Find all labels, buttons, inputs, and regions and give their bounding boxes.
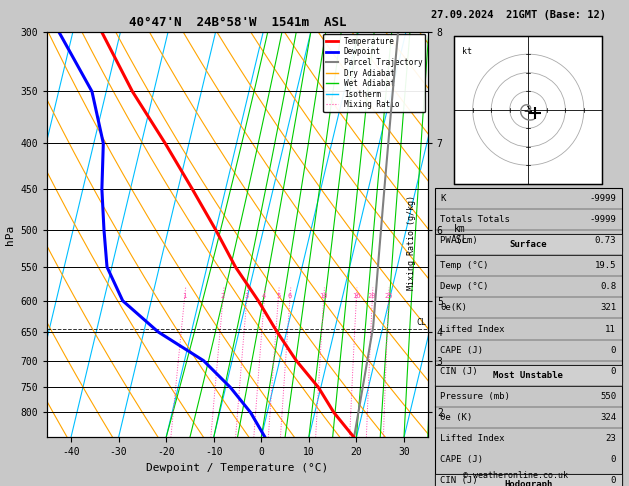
Text: -9999: -9999 bbox=[589, 215, 616, 224]
Text: CAPE (J): CAPE (J) bbox=[440, 346, 484, 355]
Text: θe(K): θe(K) bbox=[440, 303, 467, 312]
Bar bbox=[435, 365, 622, 486]
Text: 25: 25 bbox=[384, 293, 392, 299]
Title: 40°47'N  24B°58'W  1541m  ASL: 40°47'N 24B°58'W 1541m ASL bbox=[129, 16, 346, 29]
Text: 6: 6 bbox=[287, 293, 292, 299]
Text: 0.8: 0.8 bbox=[600, 282, 616, 291]
Text: CL: CL bbox=[417, 318, 427, 327]
Text: -9999: -9999 bbox=[589, 194, 616, 203]
Text: 0: 0 bbox=[611, 346, 616, 355]
Text: 2: 2 bbox=[221, 293, 225, 299]
Text: 10: 10 bbox=[320, 293, 328, 299]
Text: Totals Totals: Totals Totals bbox=[440, 215, 510, 224]
Text: 4: 4 bbox=[262, 293, 266, 299]
Text: 324: 324 bbox=[600, 413, 616, 422]
Text: 27.09.2024  21GMT (Base: 12): 27.09.2024 21GMT (Base: 12) bbox=[431, 10, 606, 20]
Bar bbox=[435, 365, 622, 386]
Text: 3: 3 bbox=[245, 293, 249, 299]
Text: CIN (J): CIN (J) bbox=[440, 476, 478, 486]
Text: 1: 1 bbox=[182, 293, 186, 299]
Text: CIN (J): CIN (J) bbox=[440, 367, 478, 376]
Text: CAPE (J): CAPE (J) bbox=[440, 455, 484, 464]
Text: 550: 550 bbox=[600, 392, 616, 401]
Text: Lifted Index: Lifted Index bbox=[440, 434, 505, 443]
Text: © weatheronline.co.uk: © weatheronline.co.uk bbox=[464, 471, 568, 480]
Text: 0: 0 bbox=[611, 455, 616, 464]
Text: Temp (°C): Temp (°C) bbox=[440, 261, 489, 270]
Text: 0: 0 bbox=[611, 367, 616, 376]
Text: Surface: Surface bbox=[509, 240, 547, 249]
Text: 0: 0 bbox=[611, 476, 616, 486]
Text: Mixing Ratio (g/kg): Mixing Ratio (g/kg) bbox=[408, 195, 416, 291]
Text: 19.5: 19.5 bbox=[594, 261, 616, 270]
Legend: Temperature, Dewpoint, Parcel Trajectory, Dry Adiabat, Wet Adiabat, Isotherm, Mi: Temperature, Dewpoint, Parcel Trajectory… bbox=[323, 34, 425, 112]
Text: Dewp (°C): Dewp (°C) bbox=[440, 282, 489, 291]
Bar bbox=[435, 234, 622, 382]
Text: Lifted Index: Lifted Index bbox=[440, 325, 505, 333]
Text: θe (K): θe (K) bbox=[440, 413, 472, 422]
Text: K: K bbox=[440, 194, 446, 203]
Bar bbox=[435, 188, 622, 251]
Bar bbox=[435, 474, 622, 486]
Text: 5: 5 bbox=[276, 293, 281, 299]
X-axis label: Dewpoint / Temperature (°C): Dewpoint / Temperature (°C) bbox=[147, 463, 328, 473]
Text: Pressure (mb): Pressure (mb) bbox=[440, 392, 510, 401]
Text: 16: 16 bbox=[352, 293, 360, 299]
Text: 0.73: 0.73 bbox=[594, 236, 616, 245]
Bar bbox=[435, 234, 622, 255]
Text: PW (cm): PW (cm) bbox=[440, 236, 478, 245]
Text: 11: 11 bbox=[605, 325, 616, 333]
Bar bbox=[435, 474, 622, 486]
Text: Most Unstable: Most Unstable bbox=[493, 371, 563, 380]
Y-axis label: km
ASL: km ASL bbox=[450, 224, 468, 245]
Y-axis label: hPa: hPa bbox=[5, 225, 15, 244]
Text: 23: 23 bbox=[605, 434, 616, 443]
Text: 20: 20 bbox=[368, 293, 377, 299]
Text: 321: 321 bbox=[600, 303, 616, 312]
Text: Hodograph: Hodograph bbox=[504, 480, 552, 486]
